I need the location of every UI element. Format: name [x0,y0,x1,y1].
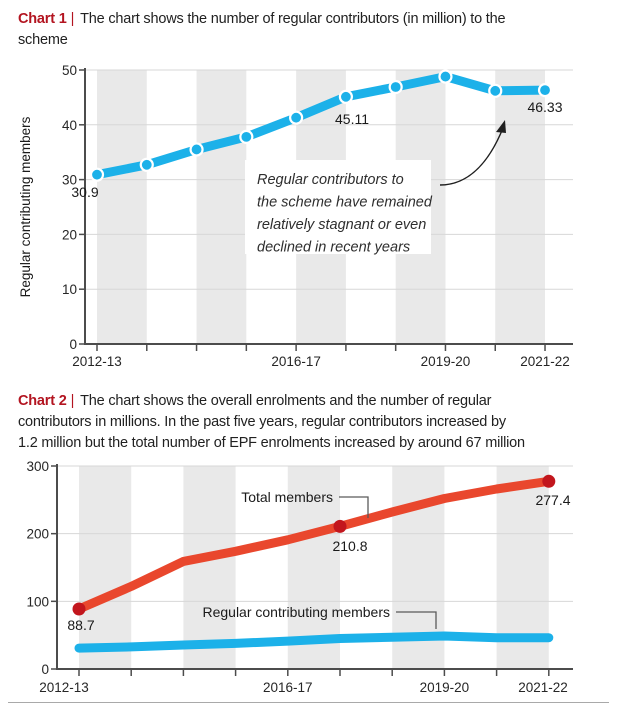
chart1-label: Chart 1 [18,11,67,27]
chart2-title-text: The chart shows the overall enrolments a… [80,393,492,409]
y-tick-label: 100 [26,594,49,609]
x-tick-label: 2012-13 [39,680,89,695]
data-point-marker [438,69,453,84]
data-point-marker [388,79,403,95]
point-value-label: 88.7 [67,617,94,633]
y-tick-label: 50 [62,63,77,78]
chart2-label: Chart 2 [18,393,67,409]
background-band [196,70,247,344]
data-point-marker [72,602,86,616]
x-tick-label: 2021-22 [520,354,570,369]
data-point-marker [189,142,204,157]
chart1-title-text: The chart shows the number of regular co… [80,11,506,27]
annotation-box [245,160,431,254]
chart1-title-line1: Chart 1 | The chart shows the number of re… [18,9,600,30]
point-value-label: 46.33 [527,99,562,115]
y-axis-title: Regular contributing members [18,116,33,297]
chart1-title-separator: | [70,11,75,27]
background-band [79,466,132,669]
y-tick-label: 40 [62,118,77,133]
trend-arrowhead [496,120,506,133]
point-value-label: 45.11 [335,111,369,127]
label-connector [339,496,369,518]
data-point-marker [338,89,353,104]
data-point-marker [239,129,254,144]
series-line-regular-contributing-members [92,72,550,180]
point-value-label: 277.4 [535,492,570,508]
series-label: Total members [241,489,333,505]
x-tick-label: 2016-17 [263,680,313,695]
x-tick-label: 2016-17 [271,354,321,369]
y-tick-label: 200 [26,527,49,542]
background-band [97,70,147,344]
y-tick-label: 300 [26,459,49,474]
annotation-text-line: Regular contributors to [257,172,404,188]
point-value-label: 210.8 [332,538,367,554]
label-connector [396,611,437,629]
point-value-label: 30.9 [71,184,98,200]
annotation-text-line: the scheme have remained [257,195,433,211]
y-tick-label: 30 [62,173,77,188]
chart2-title: Chart 2 | The chart shows the overall enro… [18,391,600,454]
x-tick-label: 2019-20 [421,354,471,369]
chart2-title-line2: contributors in millions. In the past fi… [18,414,506,430]
series-label: Regular contributing members [202,604,390,620]
background-band [183,466,236,669]
chart1-title-line2: scheme [18,32,68,48]
trend-arrow [439,127,504,186]
annotation-text-line: declined in recent years [257,240,410,256]
chart1-title: Chart 1 | The chart shows the number of re… [18,9,600,51]
data-point-marker [139,157,154,172]
data-point-marker [89,167,105,182]
y-tick-label: 0 [69,337,77,352]
chart2-title-line1: Chart 2 | The chart shows the overall enro… [18,391,600,412]
data-point-marker [537,83,553,98]
footer-divider [8,702,609,703]
x-tick-label: 2012-13 [72,354,122,369]
chart2-title-separator: | [70,393,75,409]
y-tick-label: 0 [41,662,49,677]
series-line-regular-contributing-members [74,631,554,653]
annotation-text-line: relatively stagnant or even [257,217,426,233]
y-tick-label: 10 [62,282,77,297]
series-line-total-members [74,476,554,614]
data-point-marker [542,474,556,488]
data-point-marker [488,83,503,98]
x-tick-label: 2021-22 [518,680,568,695]
background-band [495,70,546,344]
data-point-marker [333,519,347,533]
chart2-title-line3: 1.2 million but the total number of EPF … [18,435,525,451]
y-tick-label: 20 [62,227,77,242]
x-tick-label: 2019-20 [420,680,470,695]
data-point-marker [289,110,304,125]
